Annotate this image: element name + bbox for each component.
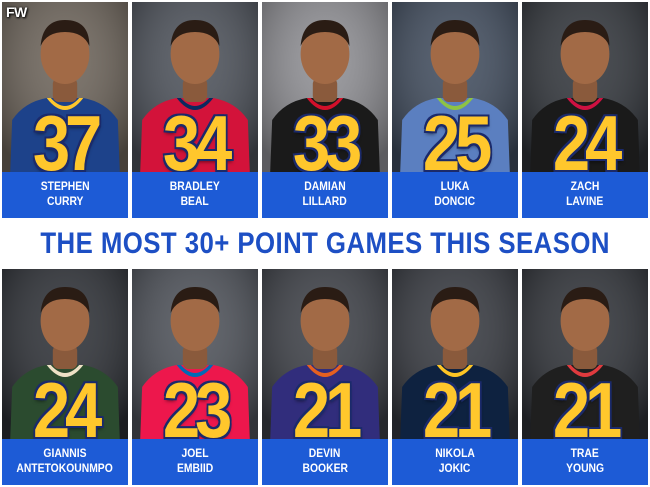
- player-first-name: STEPHEN: [40, 181, 90, 193]
- fw-logo: FW: [6, 4, 27, 20]
- player-photo: [522, 269, 648, 441]
- player-card: 24 ZACH LAVINE: [522, 2, 648, 218]
- games-count: 21: [292, 366, 362, 454]
- page-title: THE MOST 30+ POINT GAMES THIS SEASON: [40, 226, 610, 260]
- player-photo: [522, 2, 648, 174]
- games-count: 24: [552, 99, 622, 187]
- title-bar: THE MOST 30+ POINT GAMES THIS SEASON: [0, 218, 650, 269]
- name-plate: GIANNIS ANTETOKOUNMPO: [2, 439, 128, 485]
- player-last-name: DONCIC: [434, 196, 476, 208]
- name-plate: DAMIAN LILLARD: [262, 172, 388, 218]
- games-count: 21: [422, 366, 492, 454]
- player-card: 24 GIANNIS ANTETOKOUNMPO: [2, 269, 128, 485]
- player-card: 21 TRAE YOUNG: [522, 269, 648, 485]
- player-photo: [262, 269, 388, 441]
- player-first-name: TRAE: [570, 448, 600, 460]
- player-photo: [2, 269, 128, 441]
- player-last-name: JOKIC: [439, 463, 471, 475]
- player-photo: [2, 2, 128, 174]
- player-photo: [262, 2, 388, 174]
- player-first-name: NIKOLA: [435, 448, 475, 460]
- player-first-name: DEVIN: [309, 448, 341, 460]
- player-card: 37 STEPHEN CURRY: [2, 2, 128, 218]
- name-plate: LUKA DONCIC: [392, 172, 518, 218]
- player-last-name: BOOKER: [302, 463, 348, 475]
- player-last-name: YOUNG: [566, 463, 604, 475]
- games-count: 34: [162, 99, 232, 187]
- name-plate: TRAE YOUNG: [522, 439, 648, 485]
- top-row: 37 STEPHEN CURRY 34 BRADLEY BEAL 33 DAMIAN LIL…: [2, 2, 648, 218]
- player-first-name: BRADLEY: [169, 181, 221, 193]
- name-plate: STEPHEN CURRY: [2, 172, 128, 218]
- games-count: 25: [422, 99, 492, 187]
- name-plate: ZACH LAVINE: [522, 172, 648, 218]
- games-count: 21: [552, 366, 622, 454]
- player-card: 34 BRADLEY BEAL: [132, 2, 258, 218]
- player-last-name: CURRY: [46, 196, 84, 208]
- player-first-name: DAMIAN: [304, 181, 346, 193]
- name-plate: DEVIN BOOKER: [262, 439, 388, 485]
- name-plate: NIKOLA JOKIC: [392, 439, 518, 485]
- player-card: 21 DEVIN BOOKER: [262, 269, 388, 485]
- bottom-row: 24 GIANNIS ANTETOKOUNMPO 23 JOEL EMBIID 21 DE…: [2, 269, 648, 485]
- player-photo: [132, 269, 258, 441]
- player-last-name: ANTETOKOUNMPO: [16, 463, 114, 475]
- games-count: 37: [32, 99, 102, 187]
- player-photo: [392, 2, 518, 174]
- player-last-name: EMBIID: [176, 463, 214, 475]
- player-first-name: JOEL: [181, 448, 209, 460]
- player-card: 21 NIKOLA JOKIC: [392, 269, 518, 485]
- player-last-name: LILLARD: [302, 196, 348, 208]
- player-card: 25 LUKA DONCIC: [392, 2, 518, 218]
- player-last-name: BEAL: [180, 196, 210, 208]
- player-first-name: ZACH: [570, 181, 600, 193]
- name-plate: BRADLEY BEAL: [132, 172, 258, 218]
- player-card: 23 JOEL EMBIID: [132, 269, 258, 485]
- player-first-name: GIANNIS: [43, 448, 87, 460]
- name-plate: JOEL EMBIID: [132, 439, 258, 485]
- games-count: 24: [32, 366, 102, 454]
- player-photo: [392, 269, 518, 441]
- games-count: 23: [162, 366, 232, 454]
- games-count: 33: [292, 99, 362, 187]
- player-photo: [132, 2, 258, 174]
- player-card: 33 DAMIAN LILLARD: [262, 2, 388, 218]
- player-last-name: LAVINE: [566, 196, 604, 208]
- player-first-name: LUKA: [440, 181, 470, 193]
